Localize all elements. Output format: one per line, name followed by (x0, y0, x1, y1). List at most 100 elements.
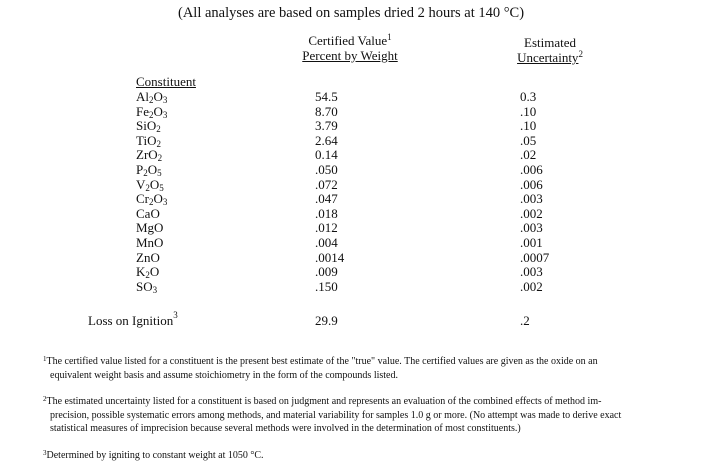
constituent-formula: MnO (136, 235, 163, 251)
constituent-formula: Fe2O3 (136, 104, 167, 120)
formula-subscript: 2 (143, 168, 148, 178)
column-header-constituent: Constituent (136, 74, 196, 89)
uncertainty-value: .02 (520, 147, 537, 163)
certified-line1: Certified Value (308, 33, 388, 48)
constituent-formula: V2O5 (136, 177, 164, 193)
loss-row: Loss on Ignition3 29.9 .2 (0, 310, 724, 329)
loss-uncertainty: .2 (520, 313, 530, 328)
formula-part: O (149, 264, 160, 280)
header-note: (All analyses are based on samples dried… (178, 5, 525, 21)
footnote-ref-2: 2 (578, 49, 583, 59)
formula-part: O (149, 176, 160, 192)
formula-part: Fe (136, 103, 149, 119)
footnote-1: 1The certified value listed for a consti… (43, 355, 713, 382)
formula-part: MnO (136, 235, 164, 250)
uncertainty-line2: Uncertainty (517, 50, 579, 65)
formula-part: O (147, 162, 158, 177)
constituent-formula: K2O (136, 264, 159, 280)
table-row: ZrO2 0.14 .02 (0, 147, 724, 163)
footnote-mark: 1 (43, 355, 47, 363)
formula-subscript: 2 (156, 138, 161, 149)
formula-subscript: 2 (156, 124, 161, 135)
certified-value: 0.14 (315, 147, 338, 163)
formula-subscript: 5 (159, 182, 164, 193)
constituent-formula: ZrO2 (136, 147, 162, 163)
formula-subscript: 3 (162, 95, 168, 105)
footnote-ref-1: 1 (387, 32, 392, 42)
formula-part: K (136, 264, 146, 280)
footnote-text: The estimated uncertainty listed for a c… (46, 396, 602, 407)
footnote-3: 3Determined by igniting to constant weig… (43, 449, 713, 463)
formula-part: MgO (136, 220, 164, 236)
formula-part: Cr (136, 191, 149, 207)
formula-part: O (153, 89, 163, 104)
formula-part: P (136, 162, 144, 177)
certified-value: .009 (315, 264, 338, 280)
formula-part: O (153, 191, 163, 207)
formula-subscript: 3 (162, 197, 168, 208)
formula-subscript: 2 (149, 95, 154, 105)
footnote-text: equivalent weight basis and assume stoic… (50, 369, 398, 381)
loss-value: 29.9 (315, 313, 338, 328)
uncertainty-value: .003 (520, 264, 543, 280)
table-row: SO3 .150 .002 (0, 278, 724, 295)
constituent-formula: TiO2 (136, 133, 161, 149)
table-row: P2O5 .050 .006 (0, 162, 724, 178)
formula-subscript: 3 (162, 109, 168, 120)
uncertainty-value: .001 (520, 235, 543, 250)
constituent-label: Constituent (136, 74, 196, 89)
formula-part: SO (136, 278, 153, 294)
formula-subscript: 2 (149, 109, 154, 120)
footnote-2: 2The estimated uncertainty listed for a … (43, 395, 713, 436)
formula-part: O (153, 103, 163, 119)
formula-part: CaO (136, 205, 160, 221)
uncertainty-value: .002 (520, 205, 543, 221)
formula-part: V (136, 176, 146, 192)
uncertainty-value: .002 (520, 278, 543, 294)
uncertainty-value: .0007 (520, 249, 550, 265)
formula-part: TiO (136, 132, 157, 148)
column-header-uncertainty: Estimated Uncertainty2 (495, 35, 605, 65)
uncertainty-value: .10 (520, 103, 537, 119)
table-row: CaO .018 .002 (0, 206, 724, 221)
constituent-formula: CaO (136, 206, 160, 222)
uncertainty-value: .10 (520, 118, 537, 134)
footnote-text: The certified value listed for a constit… (46, 356, 598, 367)
formula-subscript: 2 (157, 153, 163, 164)
uncertainty-line1: Estimated (524, 35, 576, 50)
uncertainty-value: .05 (520, 132, 537, 148)
column-header-certified: Certified Value1 Percent by Weight (280, 32, 420, 63)
footnote-text: Determined by igniting to constant weigh… (46, 450, 264, 461)
certified-value: .047 (315, 191, 338, 207)
footnote-text: statistical measures of imprecision beca… (50, 423, 521, 434)
formula-part: Al (136, 89, 149, 104)
formula-subscript: 3 (152, 284, 158, 295)
footnote-text: precision, possible systematic errors am… (50, 409, 622, 421)
formula-subscript: 2 (149, 197, 154, 208)
constituent-formula: P2O5 (136, 162, 162, 178)
table-row: Fe2O3 8.70 .10 (0, 103, 724, 120)
footnote-mark: 3 (43, 449, 47, 457)
table-row: MnO .004 .001 (0, 235, 724, 250)
formula-part: ZrO (136, 147, 158, 163)
table-row: Al2O3 54.5 0.3 (0, 89, 724, 105)
uncertainty-value: 0.3 (520, 89, 537, 104)
certified-value: 3.79 (315, 118, 338, 134)
loss-label-text: Loss on Ignition (88, 313, 174, 328)
formula-part: ZnO (136, 249, 160, 265)
constituent-formula: Al2O3 (136, 89, 167, 105)
uncertainty-value: .003 (520, 191, 543, 207)
uncertainty-value: .003 (520, 220, 543, 236)
certified-value: 8.70 (315, 103, 338, 119)
formula-subscript: 5 (157, 168, 162, 178)
certified-value: .072 (315, 176, 338, 192)
table-row: TiO2 2.64 .05 (0, 132, 724, 149)
constituent-formula: Cr2O3 (136, 191, 167, 207)
constituent-formula: MgO (136, 220, 163, 236)
constituent-formula: SO3 (136, 279, 157, 295)
table-row: MgO .012 .003 (0, 220, 724, 235)
footnote-ref-3: 3 (173, 310, 178, 320)
certified-line2: Percent by Weight (302, 48, 398, 63)
table-row: Cr2O3 .047 .003 (0, 191, 724, 207)
loss-label: Loss on Ignition3 (88, 310, 178, 329)
